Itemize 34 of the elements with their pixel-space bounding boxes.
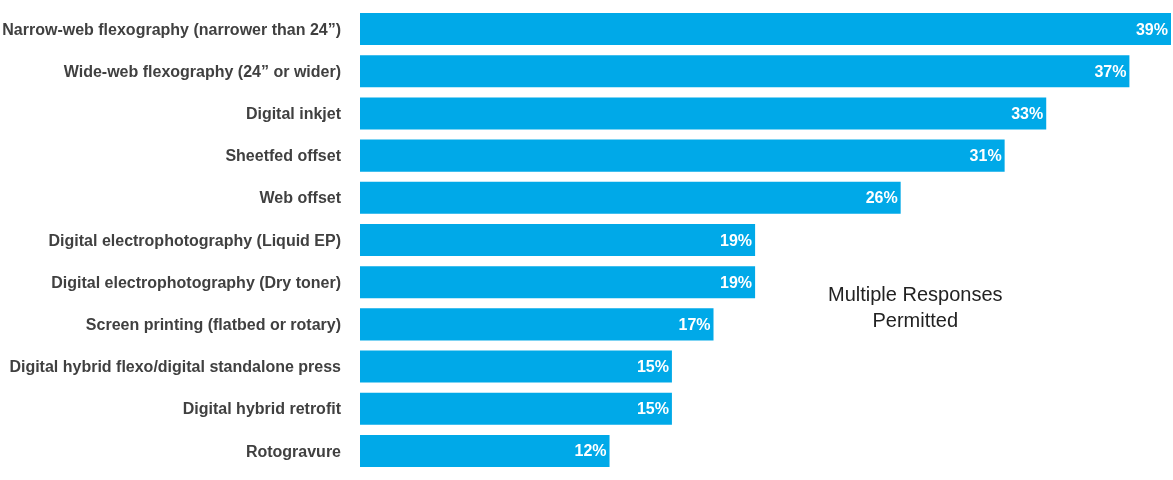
y-tick-label: Sheetfed offset xyxy=(225,147,342,165)
data-label: 17% xyxy=(678,315,711,333)
bar xyxy=(360,139,1005,172)
bar xyxy=(360,308,714,341)
bar xyxy=(360,223,756,257)
y-tick-label: Digital electrophotography (Liquid EP) xyxy=(48,231,341,249)
data-label: 31% xyxy=(969,147,1002,165)
y-tick-label: Digital hybrid flexo/digital standalone press xyxy=(9,358,342,376)
y-tick-label: Wide-web flexography (24” or wider) xyxy=(63,62,341,80)
bar xyxy=(360,181,901,214)
data-label: 12% xyxy=(574,442,607,460)
data-label: 15% xyxy=(636,400,669,418)
bar xyxy=(360,97,1047,130)
bar xyxy=(360,55,1130,88)
data-label: 19% xyxy=(720,273,753,291)
data-label: 33% xyxy=(1011,104,1044,122)
bar xyxy=(360,350,672,383)
bar xyxy=(360,13,1171,46)
y-tick-label: Digital hybrid retrofit xyxy=(182,400,342,418)
data-label: 19% xyxy=(720,231,753,249)
y-tick-label: Digital inkjet xyxy=(245,105,342,123)
y-tick-label: Web offset xyxy=(259,189,342,207)
data-label: 37% xyxy=(1094,62,1127,80)
y-tick-label: Screen printing (flatbed or rotary) xyxy=(85,315,341,333)
bar xyxy=(360,266,756,299)
bar xyxy=(360,392,672,425)
y-tick-label: Narrow-web flexography (narrower than 24”) xyxy=(2,20,341,38)
y-tick-label: Digital electrophotography (Dry toner) xyxy=(51,273,341,291)
annotation: Multiple Responses Permitted xyxy=(828,283,1003,331)
y-tick-label: Rotogravure xyxy=(245,442,342,460)
bar xyxy=(360,434,610,467)
data-label: 26% xyxy=(865,189,898,207)
data-label: 39% xyxy=(1135,20,1168,38)
data-label: 15% xyxy=(636,358,669,376)
